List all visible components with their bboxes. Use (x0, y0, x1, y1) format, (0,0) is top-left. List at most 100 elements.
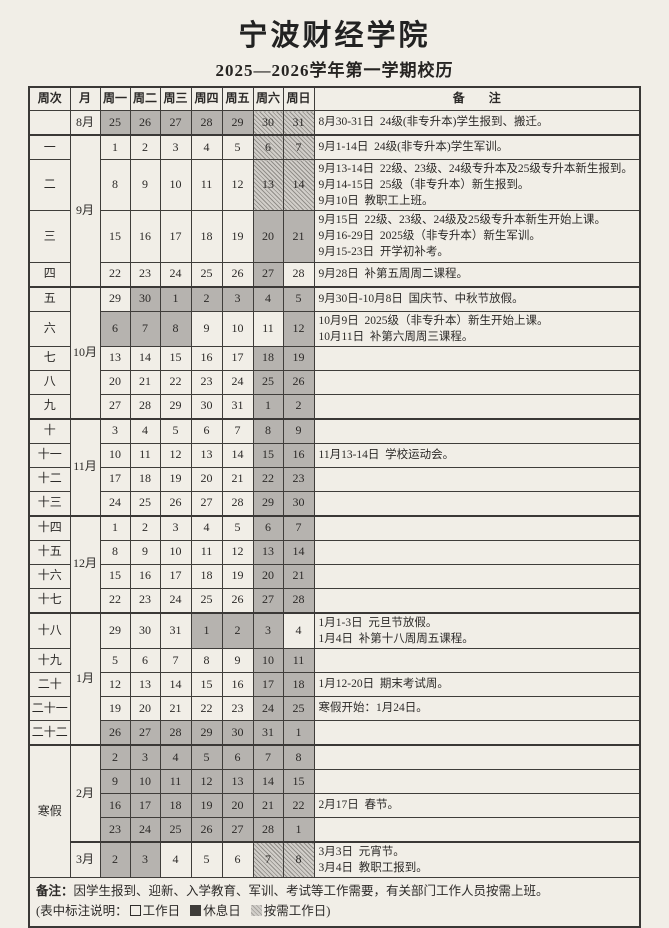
calendar-header-row: 周次月周一 周二 周三 周四 周五 周六 周日备 注 (28, 86, 641, 111)
asneeded-swatch-icon (250, 904, 262, 916)
legend-line: (表中标注说明： 工作日 休息日 按需工作日) (36, 902, 633, 921)
day-cell: 23 (282, 466, 315, 492)
day-cell: 3 (129, 743, 161, 770)
day-cell: 28 (282, 587, 315, 614)
calendar-row: 十五 8 9 10 11 12 13 14 (28, 539, 641, 565)
calendar-row: 9 10 11 12 13 14 15 (29, 768, 641, 794)
day-cell: 15 (159, 345, 192, 371)
day-cell: 10 (159, 158, 192, 212)
day-cell: 4 (159, 840, 192, 879)
remark-cell: 9月1-14日 24级(非专升本)学生军训。 (313, 134, 641, 160)
day-cell: 23 (129, 587, 161, 614)
day-cell: 19 (282, 345, 315, 371)
day-cell: 25 (129, 490, 161, 517)
remark-cell (313, 514, 641, 541)
day-cell: 4 (252, 285, 284, 312)
remark-cell (313, 466, 641, 492)
day-cell: 3 (159, 514, 192, 541)
column-header-8: 周日 (282, 86, 315, 111)
week-number-cell: 十七 (28, 587, 71, 614)
workday-swatch-icon (129, 904, 141, 916)
day-cell: 21 (282, 563, 315, 589)
week-number-cell: 十一 (28, 442, 71, 468)
day-cell: 11 (190, 539, 223, 565)
day-cell: 22 (252, 466, 284, 492)
week-number-cell: 十 (28, 417, 71, 444)
day-cell: 13 (99, 345, 131, 371)
day-cell: 3 (252, 611, 284, 649)
day-cell: 30 (282, 490, 315, 517)
column-header-9: 备 注 (313, 86, 641, 111)
day-cell: 6 (99, 310, 131, 347)
day-cell: 29 (252, 490, 284, 517)
week-number-cell: 十三 (28, 490, 71, 517)
calendar-row: 一 9月 1 2 3 4 5 6 7 9月1-14日 24级(非专升本)学生军训。 (28, 134, 641, 288)
remark-cell: 1月1-3日 元旦节放假。 1月4日 补第十八周周五课程。 (313, 611, 641, 649)
day-cell: 20 (190, 466, 223, 492)
day-cell: 29 (99, 611, 131, 649)
calendar-row: 寒假 2月 2 3 4 5 6 7 8 (28, 743, 641, 879)
day-cell: 1 (190, 611, 223, 649)
day-cell: 26 (221, 261, 254, 288)
day-cell: 11 (282, 647, 315, 673)
day-cell: 4 (282, 611, 315, 649)
calendar-row: 六 6 7 8 9 10 11 12 10月9日 2025级（非专升本）新生开始上课。 10月1… (28, 310, 641, 347)
day-cell: 9 (129, 539, 161, 565)
day-cell: 3 (129, 840, 161, 879)
day-cell: 19 (221, 563, 254, 589)
day-cell: 5 (99, 647, 131, 673)
week-number-cell: 七 (28, 345, 71, 371)
day-cell: 7 (159, 647, 192, 673)
day-cell: 3 (221, 285, 254, 312)
day-cell: 25 (252, 369, 284, 395)
day-cell: 8 (190, 647, 223, 673)
remark-cell: 9月13-14日 22级、23级、24级专升本及25级专升本新生报到。 9月14… (313, 158, 641, 212)
week-number-cell: 寒假 (28, 743, 71, 879)
week-number-cell: 一 (28, 134, 71, 160)
column-header-0: 周次 (28, 86, 71, 111)
day-cell: 25 (190, 261, 223, 288)
day-cell: 13 (129, 671, 161, 697)
day-cell: 6 (190, 417, 223, 444)
column-header-3: 周二 (129, 86, 161, 111)
day-cell: 18 (252, 345, 284, 371)
day-cell: 30 (129, 285, 161, 312)
column-header-5: 周四 (190, 86, 223, 111)
day-cell: 28 (129, 393, 161, 420)
week-number-cell: 十八 (28, 611, 71, 649)
day-cell: 27 (252, 261, 284, 288)
day-cell: 31 (282, 110, 315, 136)
day-cell: 10 (252, 647, 284, 673)
day-cell: 29 (190, 719, 223, 746)
day-cell: 6 (221, 743, 254, 770)
day-cell: 1 (99, 134, 131, 160)
day-cell: 5 (190, 840, 223, 879)
calendar-row: 十一 10 11 12 13 14 15 16 11月13-14日 学校运动会。 (28, 442, 641, 468)
day-cell: 9 (190, 310, 223, 347)
day-cell: 14 (282, 158, 315, 212)
day-cell: 8 (282, 840, 315, 879)
calendar-row: 二十二 26 27 28 29 30 31 1 (28, 719, 641, 746)
remark-cell (313, 417, 641, 444)
column-header-7: 周六 (252, 86, 284, 111)
day-cell: 16 (99, 792, 131, 818)
day-cell: 11 (252, 310, 284, 347)
legend-workday-label: 工作日 (142, 903, 181, 918)
day-cell: 26 (221, 587, 254, 614)
calendar-row: 十二 17 18 19 20 21 22 23 (28, 466, 641, 492)
day-cell: 19 (99, 695, 131, 721)
day-cell: 21 (252, 792, 284, 818)
week-number-cell (28, 110, 71, 136)
day-cell: 28 (221, 490, 254, 517)
calendar-table: 周次月周一 周二 周三 周四 周五 周六 周日备 注 8月 25 26 27 28 29 30 31 8月3… (28, 86, 641, 928)
day-cell: 25 (282, 695, 315, 721)
day-cell: 17 (99, 466, 131, 492)
day-cell: 10 (221, 310, 254, 347)
day-cell: 10 (159, 539, 192, 565)
footer-note-line: 备注：因学生报到、迎新、入学教育、军训、考试等工作需要，有关部门工作人员按需上班… (36, 882, 633, 901)
day-cell: 4 (159, 743, 192, 770)
day-cell: 12 (221, 539, 254, 565)
day-cell: 29 (99, 285, 131, 312)
week-number-cell: 二十一 (28, 695, 71, 721)
day-cell: 7 (252, 840, 284, 879)
